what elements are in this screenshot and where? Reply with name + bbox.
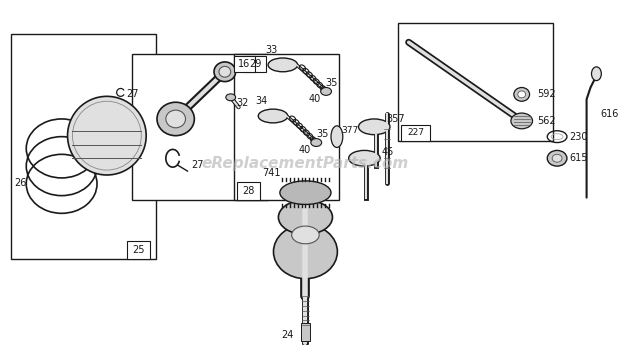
Ellipse shape — [358, 119, 390, 135]
Bar — [401, 125, 430, 141]
Text: 227: 227 — [407, 128, 424, 137]
Ellipse shape — [552, 155, 562, 162]
Bar — [234, 54, 339, 199]
Ellipse shape — [73, 101, 141, 170]
Ellipse shape — [219, 66, 231, 77]
Ellipse shape — [280, 181, 331, 205]
Text: 34: 34 — [255, 96, 267, 106]
Bar — [398, 23, 553, 141]
Text: 592: 592 — [538, 89, 556, 100]
Text: 27: 27 — [191, 160, 203, 170]
Ellipse shape — [291, 226, 319, 244]
Ellipse shape — [278, 200, 332, 235]
Text: 16: 16 — [238, 59, 250, 69]
Text: 29: 29 — [249, 59, 262, 69]
Ellipse shape — [157, 102, 194, 136]
Ellipse shape — [348, 150, 380, 166]
Ellipse shape — [591, 67, 601, 81]
Ellipse shape — [311, 139, 322, 147]
Text: 230: 230 — [569, 132, 587, 142]
Text: 32: 32 — [236, 98, 249, 108]
Text: 616: 616 — [600, 109, 619, 119]
Ellipse shape — [166, 110, 185, 128]
Ellipse shape — [268, 58, 298, 72]
Text: 40: 40 — [308, 94, 321, 104]
Text: 741: 741 — [262, 168, 281, 178]
Bar — [234, 56, 255, 72]
Bar — [301, 323, 311, 341]
Text: 562: 562 — [538, 116, 556, 126]
Ellipse shape — [226, 94, 236, 101]
Text: eReplacementParts.com: eReplacementParts.com — [202, 156, 409, 171]
Text: 28: 28 — [242, 186, 255, 196]
Text: 24: 24 — [281, 330, 294, 340]
Ellipse shape — [331, 126, 343, 148]
Ellipse shape — [273, 224, 337, 279]
Text: 40: 40 — [298, 145, 311, 156]
Bar — [133, 54, 268, 199]
Ellipse shape — [514, 87, 529, 101]
Ellipse shape — [68, 96, 146, 175]
Ellipse shape — [321, 87, 332, 95]
Ellipse shape — [511, 113, 533, 129]
Bar — [11, 34, 156, 259]
Text: 26: 26 — [14, 178, 27, 188]
Text: 25: 25 — [132, 245, 144, 255]
Bar — [126, 241, 150, 259]
Text: 615: 615 — [569, 153, 587, 163]
Text: 33: 33 — [265, 45, 277, 55]
Text: 35: 35 — [316, 129, 329, 139]
Text: 45: 45 — [382, 147, 394, 157]
Bar — [244, 56, 266, 72]
Text: 27: 27 — [126, 89, 139, 100]
Bar — [237, 182, 260, 199]
Ellipse shape — [518, 91, 526, 98]
Text: 357: 357 — [386, 114, 405, 124]
Ellipse shape — [214, 62, 236, 81]
Ellipse shape — [547, 150, 567, 166]
Text: 35: 35 — [326, 78, 338, 88]
Text: 377: 377 — [341, 126, 358, 135]
Ellipse shape — [259, 109, 288, 123]
